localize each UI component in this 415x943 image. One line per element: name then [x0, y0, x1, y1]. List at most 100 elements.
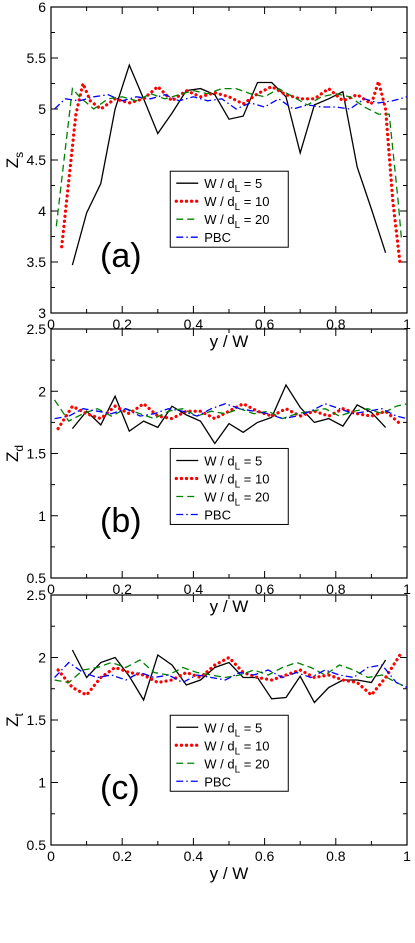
y-tick-label: 1: [38, 775, 46, 791]
series-line-3: [54, 399, 407, 422]
legend-label-1: W / dL = 5: [204, 176, 262, 195]
legend-label-text: = 20: [240, 756, 269, 771]
legend-label-3: W / dL = 20: [204, 489, 269, 508]
y-tick-label: 5.5: [27, 50, 47, 66]
x-axis-label: y / W: [210, 332, 249, 351]
series-line-1: [71, 649, 387, 704]
panel-label: (b): [100, 502, 142, 540]
x-tick-label: 0.8: [326, 581, 346, 597]
y-tick-label: 1: [38, 508, 46, 524]
legend-label-text: = 10: [240, 738, 269, 753]
series-line-4: [54, 661, 407, 689]
legend-label-text: PBC: [204, 230, 231, 245]
x-tick-label: 1: [403, 316, 411, 332]
legend-label-text: = 5: [240, 720, 262, 735]
y-axis-label: Zd: [3, 445, 26, 462]
y-tick-label: 1.5: [27, 712, 47, 728]
y-tick-label: 2.5: [27, 321, 47, 337]
legend-label-subscript: L: [235, 220, 241, 231]
y-axis-label-subscript: t: [12, 712, 26, 716]
x-axis-label: y / W: [210, 597, 249, 616]
legend-label-3: W / dL = 20: [204, 212, 269, 231]
legend-label-text: = 10: [240, 471, 269, 486]
series-line-2: [56, 401, 402, 431]
y-tick-label: 5: [38, 101, 46, 117]
y-tick-label: 0.5: [27, 570, 47, 586]
legend-label-subscript: L: [235, 728, 241, 739]
panel-label: (a): [100, 237, 142, 275]
legend-label-2: W / dL = 10: [204, 471, 269, 490]
x-tick-label: 1: [403, 581, 411, 597]
x-tick-label: 0.4: [184, 316, 204, 332]
legend-label-text: W / d: [204, 194, 234, 209]
y-tick-label: 3: [38, 305, 46, 321]
legend-label-text: = 20: [240, 212, 269, 227]
series-line-1: [71, 63, 387, 266]
y-axis-label: Zt: [3, 712, 26, 726]
y-tick-label: 2: [38, 650, 46, 666]
series-line-4: [54, 94, 407, 110]
legend-label-text: = 20: [240, 489, 269, 504]
y-tick-label: 4: [38, 203, 46, 219]
y-axis-label-main: Z: [3, 452, 22, 462]
legend-label-2: W / dL = 10: [204, 738, 269, 757]
y-tick-label: 3.5: [27, 254, 47, 270]
legend-label-text: W / d: [204, 212, 234, 227]
legend-label-text: = 5: [240, 453, 262, 468]
y-tick-label: 6: [38, 0, 46, 15]
legend-label-text: W / d: [204, 453, 234, 468]
y-axis-label-subscript: s: [12, 152, 26, 158]
legend-label-1: W / dL = 5: [204, 453, 262, 472]
series-line-2: [60, 75, 402, 264]
legend-label-1: W / dL = 5: [204, 720, 262, 739]
x-axis-label: y / W: [210, 864, 249, 883]
x-tick-label: 0.2: [112, 581, 132, 597]
legend-label-text: W / d: [204, 756, 234, 771]
legend-label-text: W / d: [204, 738, 234, 753]
legend-label-subscript: L: [235, 184, 241, 195]
legend-label-subscript: L: [235, 202, 241, 213]
legend-label-4: PBC: [204, 774, 231, 789]
x-tick-label: 0.6: [255, 848, 275, 864]
legend-label-4: PBC: [204, 507, 231, 522]
x-tick-label: 0.2: [112, 848, 132, 864]
y-tick-label: 1.5: [27, 446, 47, 462]
y-axis-label-subscript: d: [12, 445, 26, 452]
series-line-3: [55, 87, 403, 242]
x-tick-label: 0.2: [112, 316, 132, 332]
legend-label-4: PBC: [204, 230, 231, 245]
y-axis-label: Zs: [3, 152, 26, 168]
legend-label-text: PBC: [204, 507, 231, 522]
legend-label-2: W / dL = 10: [204, 194, 269, 213]
legend-label-text: W / d: [204, 471, 234, 486]
y-axis-label-main: Z: [3, 716, 22, 726]
y-tick-label: 2.5: [27, 587, 47, 603]
legend-label-text: W / d: [204, 489, 234, 504]
legend-label-text: = 10: [240, 194, 269, 209]
x-tick-label: 0.6: [255, 316, 275, 332]
x-tick-label: 0.4: [184, 581, 204, 597]
series-line-2: [56, 653, 402, 698]
legend-box: [169, 714, 289, 792]
legend-label-subscript: L: [235, 764, 241, 775]
legend-label-subscript: L: [235, 461, 241, 472]
legend-box: [169, 447, 289, 525]
legend-label-subscript: L: [235, 746, 241, 757]
x-tick-label: 0: [47, 581, 55, 597]
legend-label-3: W / dL = 20: [204, 756, 269, 775]
series-line-1: [71, 383, 387, 445]
series-line-3: [54, 659, 407, 689]
x-tick-label: 0.8: [326, 848, 346, 864]
x-tick-label: 0: [47, 316, 55, 332]
legend-label-text: W / d: [204, 720, 234, 735]
y-axis-label-main: Z: [3, 158, 22, 168]
x-tick-label: 1: [403, 848, 411, 864]
legend-label-text: PBC: [204, 774, 231, 789]
x-tick-label: 0: [47, 848, 55, 864]
y-tick-label: 2: [38, 383, 46, 399]
